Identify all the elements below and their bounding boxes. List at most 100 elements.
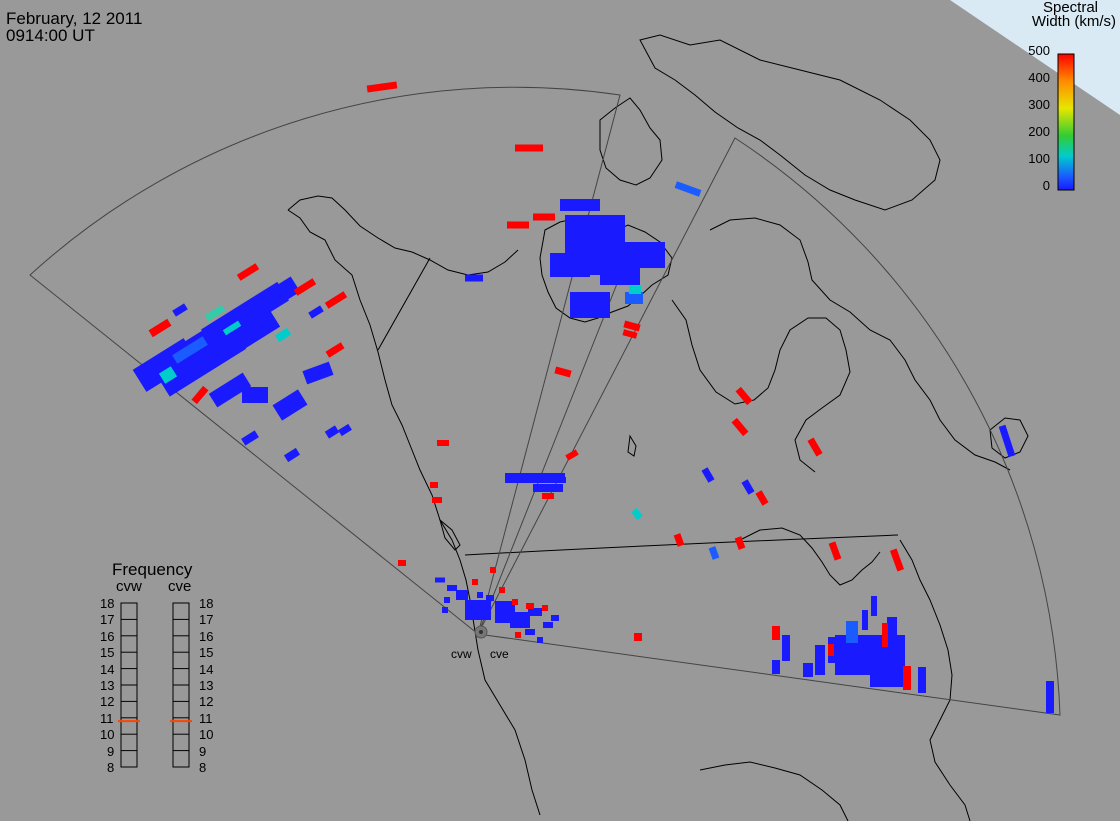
coastline-alaska-north (287, 195, 519, 276)
radar-echo (537, 637, 543, 643)
radar-echo (324, 291, 348, 309)
boundaries (377, 257, 899, 556)
radar-echo (172, 303, 188, 317)
radar-echo (477, 592, 483, 598)
radar-echo (398, 560, 406, 566)
frequency-scale-label: 14 (100, 661, 115, 677)
frequency-scale-label: 18 (199, 596, 214, 611)
radar-echo (293, 278, 317, 296)
radar-echo (772, 626, 780, 640)
frequency-scale-label: 12 (199, 694, 214, 710)
colorbar-tick: 0 (1042, 178, 1050, 193)
radar-echo (918, 667, 926, 693)
radar-echo (283, 447, 301, 463)
colorbar-title-line2: Width (km/s) (1031, 13, 1116, 30)
radar-echo (525, 629, 535, 635)
map-corner-white (950, 0, 1120, 115)
frequency-scale-label: 16 (100, 628, 115, 644)
radar-echo (308, 305, 324, 319)
radar-echo (444, 597, 450, 603)
radar-echo (515, 632, 521, 638)
radar-echo (554, 477, 566, 483)
coastline-great-lakes (739, 527, 881, 586)
radar-echo (803, 663, 813, 677)
radar-echo (338, 423, 352, 437)
border-canada-us (464, 534, 899, 556)
fov-outlines (29, 86, 1061, 716)
radar-echo (870, 673, 910, 687)
radar-echo (862, 610, 868, 630)
radar-echo (889, 548, 905, 572)
frequency-scale-label: 13 (100, 678, 115, 693)
radar-echo (325, 342, 345, 358)
radar-echo (828, 644, 834, 656)
site-label-cve: cve (490, 647, 509, 661)
coastlines (287, 34, 1029, 822)
radar-echo (510, 612, 530, 628)
radar-echo (554, 366, 572, 378)
frequency-radar-cvw: cvw (116, 578, 142, 595)
radar-echo (882, 623, 888, 647)
radar-echo (515, 144, 543, 152)
radar-echo (871, 596, 877, 616)
frequency-scale-label: 18 (100, 596, 115, 611)
radar-echo (673, 533, 685, 547)
radar-echo (472, 579, 478, 585)
radar-echo (887, 617, 897, 647)
frequency-scale-label: 17 (199, 612, 214, 628)
radar-echo (674, 181, 702, 197)
frequency-scale-label: 15 (100, 645, 115, 661)
border-alaska-yukon (377, 257, 431, 351)
frequency-gauges (118, 602, 192, 768)
radar-echo (456, 590, 468, 600)
frequency-scale-label: 9 (107, 743, 115, 759)
radar-echo (222, 320, 242, 336)
fov-cve (477, 137, 1061, 716)
radar-echo (903, 666, 911, 690)
colorbar-tick: 200 (1028, 124, 1050, 139)
radar-echo (507, 221, 529, 229)
radar-echo (543, 622, 553, 628)
colorbar-tick: 100 (1028, 151, 1050, 166)
radar-echo (533, 484, 563, 492)
radar-site-dot (479, 630, 483, 634)
radar-echo (172, 336, 208, 364)
radar-echo (551, 615, 559, 621)
coastline-labrador (709, 217, 1011, 471)
radar-echo (550, 253, 590, 277)
radar-echo (542, 605, 548, 611)
coastline-gulf (699, 761, 849, 822)
radar-echo (807, 437, 823, 457)
radar-echoes (132, 81, 1054, 713)
coastline-vancouver-island (439, 518, 461, 551)
fov-cvw (29, 86, 621, 635)
radar-echo (565, 449, 579, 461)
frequency-scale-label: 15 (199, 645, 214, 661)
radar-echo (708, 546, 720, 560)
frequency-scale-label: 8 (199, 760, 207, 775)
radar-echo (242, 387, 268, 403)
fov-inner-line (477, 255, 629, 635)
coastline-newfoundland (989, 417, 1029, 459)
radar-echo (815, 645, 825, 675)
radar-echo (432, 497, 442, 503)
radar-echo (625, 292, 643, 304)
coastline-hudson-bay (671, 299, 851, 473)
radar-echo (324, 425, 340, 439)
colorbar-tick: 300 (1028, 97, 1050, 112)
radar-echo (153, 323, 247, 397)
radar-echo (772, 660, 780, 674)
radar-echo (998, 424, 1016, 458)
coastline-greenland (639, 34, 941, 211)
radar-echo (623, 320, 641, 332)
frequency-scale-label: 11 (199, 710, 213, 726)
frequency-scale-label: 12 (100, 694, 115, 710)
frequency-scale-label: 14 (199, 661, 214, 677)
radar-echo (191, 385, 209, 405)
radar-echo (701, 467, 715, 483)
radar-echo (755, 490, 769, 506)
coastline-ellesmere (599, 97, 663, 186)
radar-echo (512, 599, 518, 605)
